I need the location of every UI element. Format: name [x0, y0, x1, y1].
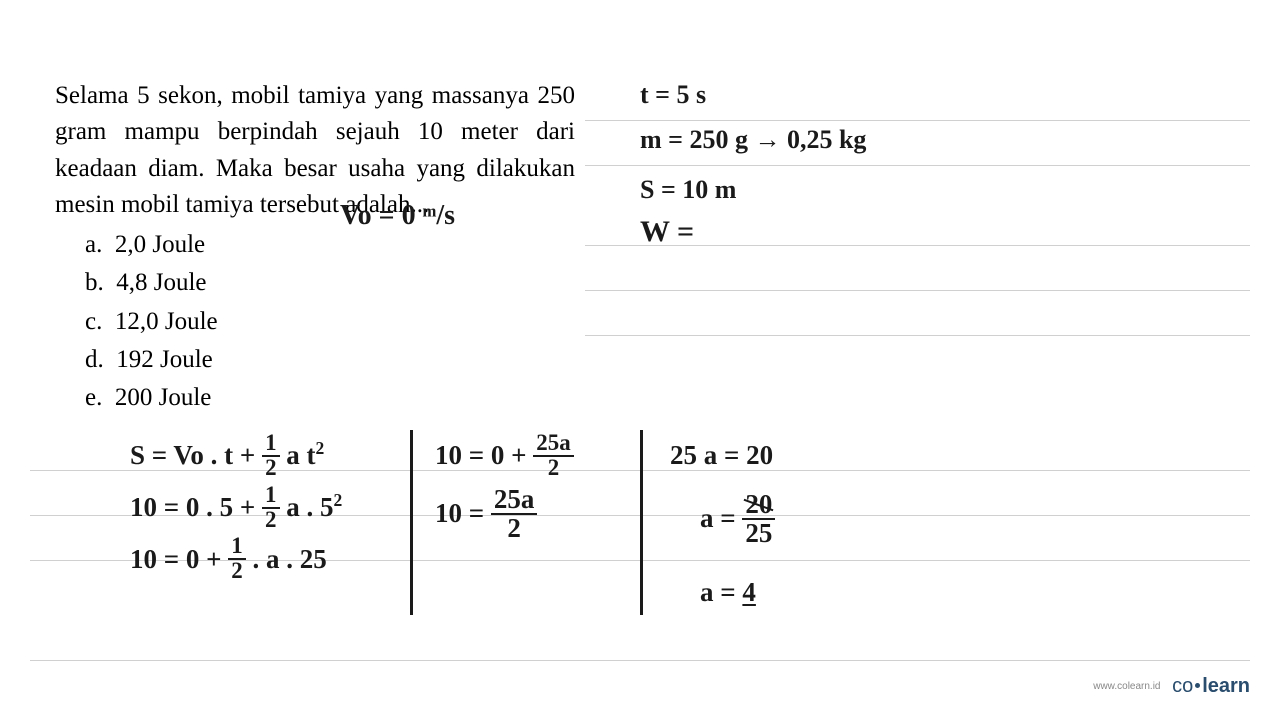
denominator: 25	[742, 520, 775, 547]
options-list: a. 2,0 Joule b. 4,8 Joule c. 12,0 Joule …	[55, 227, 575, 416]
option-d-text: 192 Joule	[116, 346, 213, 373]
option-d: d. 192 Joule	[85, 342, 575, 378]
result-value: 4	[742, 577, 756, 607]
footer-logo: www.colearn.id colearn	[1093, 675, 1250, 698]
numerator: 25a	[533, 432, 573, 457]
work-line: 10 = 0 + 12 . a . 25	[130, 534, 390, 586]
rule-line	[585, 165, 1250, 166]
fraction: 25a2	[491, 486, 538, 542]
option-c-text: 12,0 Joule	[115, 308, 218, 335]
work-line: 10 = 0 . 5 + 12 a . 52	[130, 482, 390, 534]
note-s: S = 10 m	[640, 175, 736, 205]
superscript: 2	[316, 438, 325, 458]
work-line: a = 4	[700, 567, 870, 618]
denominator: 2	[262, 509, 279, 532]
text: a t	[286, 440, 315, 470]
page: Selama 5 sekon, mobil tamiya yang massan…	[0, 0, 1280, 720]
work-line: S = Vo . t + 12 a t2	[130, 430, 390, 482]
brand-learn: learn	[1202, 675, 1250, 697]
option-b: b. 4,8 Joule	[85, 265, 575, 301]
work-column-2: 10 = 0 + 25a2 10 = 25a2	[435, 430, 635, 544]
fraction: 12	[262, 432, 279, 480]
text: 10 =	[435, 498, 491, 528]
numerator: 25a	[491, 486, 538, 515]
note-m: m = 250 g → 0,25 kg	[640, 125, 866, 155]
work-column-1: S = Vo . t + 12 a t2 10 = 0 . 5 + 12 a .…	[130, 430, 390, 585]
note-w: W =	[640, 215, 694, 249]
denominator: 2	[533, 457, 573, 480]
fraction: 12	[228, 535, 245, 583]
question-text: Selama 5 sekon, mobil tamiya yang massan…	[55, 78, 575, 223]
work-column-3: 25 a = 20 a = 2025 a = 4	[670, 430, 870, 619]
work-line: 10 = 0 + 25a2	[435, 430, 635, 482]
rule-line	[585, 290, 1250, 291]
divider-line	[640, 430, 643, 615]
brand-dot-icon	[1195, 683, 1200, 688]
text: S = Vo . t +	[130, 440, 255, 470]
fraction: 2025	[742, 491, 775, 547]
rule-line	[30, 660, 1250, 661]
text: a . 5	[286, 492, 333, 522]
work-line: 10 = 25a2	[435, 488, 635, 544]
text: a =	[700, 504, 742, 534]
numerator: 1	[228, 535, 245, 560]
denominator: 2	[262, 457, 279, 480]
brand-co: co	[1172, 675, 1193, 697]
option-e-text: 200 Joule	[115, 384, 212, 411]
fraction: 12	[262, 484, 279, 532]
note-v0: Vo = 0 ᵐ/s	[340, 200, 455, 232]
work-line: 25 a = 20	[670, 430, 870, 481]
text: 10 = 0 . 5 +	[130, 492, 255, 522]
text: 10 = 0 +	[435, 440, 533, 470]
divider-line	[410, 430, 413, 615]
option-b-text: 4,8 Joule	[116, 269, 206, 296]
rule-line	[585, 335, 1250, 336]
numerator: 1	[262, 432, 279, 457]
question-block: Selama 5 sekon, mobil tamiya yang massan…	[55, 78, 575, 418]
fraction: 25a2	[533, 432, 573, 480]
option-c: c. 12,0 Joule	[85, 304, 575, 340]
note-t: t = 5 s	[640, 80, 706, 110]
numerator: 20	[742, 491, 775, 520]
text: . a . 25	[253, 544, 327, 574]
numerator: 1	[262, 484, 279, 509]
work-line: a = 2025	[700, 493, 870, 549]
text: 10 = 0 +	[130, 544, 228, 574]
rule-line	[585, 120, 1250, 121]
denominator: 2	[491, 515, 538, 542]
option-a-text: 2,0 Joule	[115, 231, 205, 258]
option-a: a. 2,0 Joule	[85, 227, 575, 263]
superscript: 2	[334, 490, 343, 510]
option-e: e. 200 Joule	[85, 380, 575, 416]
denominator: 2	[228, 560, 245, 583]
text: a =	[700, 577, 742, 607]
cancelled-value: 20	[745, 489, 772, 519]
footer-url: www.colearn.id	[1093, 681, 1160, 692]
